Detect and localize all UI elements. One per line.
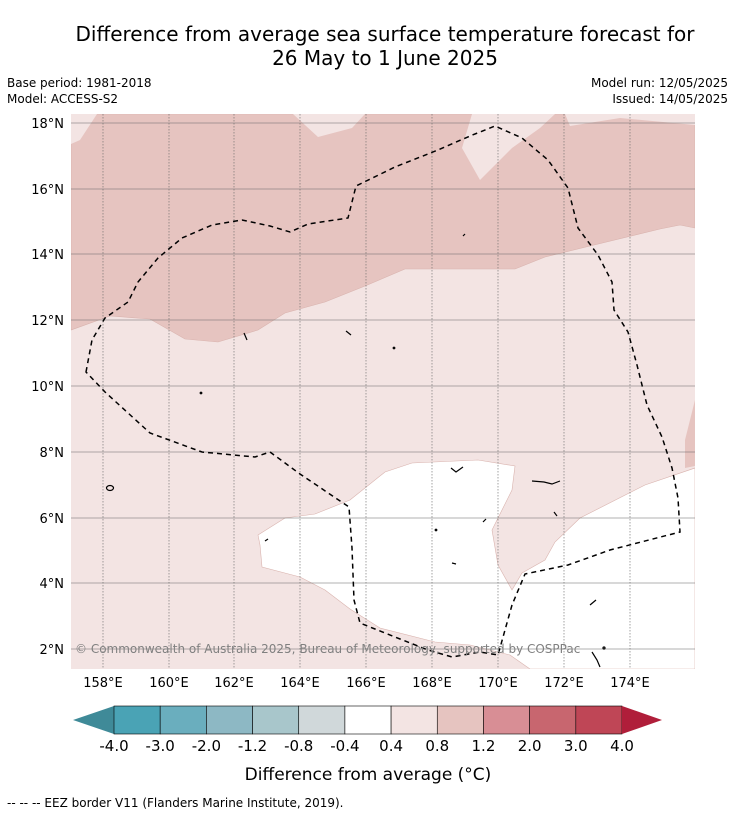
lat-label-12n: 12°N bbox=[31, 314, 64, 329]
islands bbox=[105, 233, 606, 668]
island-15 bbox=[434, 528, 438, 532]
lon-label-160e: 160°E bbox=[149, 676, 189, 691]
colorbar-tick-label: -4.0 bbox=[99, 737, 128, 755]
meta-right: Model run: 12/05/2025 Issued: 14/05/2025 bbox=[591, 75, 728, 107]
colorbar-extend-high bbox=[622, 706, 662, 734]
lon-label-168e: 168°E bbox=[412, 676, 452, 691]
island-5 bbox=[451, 562, 457, 565]
latitude-gridlines bbox=[71, 122, 695, 650]
lon-label-164e: 164°E bbox=[280, 676, 320, 691]
colorbar-segment bbox=[206, 705, 253, 735]
island-7 bbox=[482, 518, 487, 523]
colorbar-segment bbox=[252, 705, 300, 735]
island-8 bbox=[553, 511, 558, 517]
lon-label-162e: 162°E bbox=[214, 676, 254, 691]
issued-date: Issued: 14/05/2025 bbox=[612, 92, 728, 106]
base-period: Base period: 1981-2018 bbox=[7, 76, 152, 90]
anomaly-patch-east bbox=[685, 400, 695, 468]
lat-label-10n: 10°N bbox=[31, 380, 64, 395]
island-12 bbox=[602, 646, 606, 650]
map-plot-area bbox=[71, 114, 695, 669]
anomaly-patch-north-4 bbox=[565, 114, 695, 126]
lon-label-166e: 166°E bbox=[346, 676, 386, 691]
lon-label-158e: 158°E bbox=[83, 676, 123, 691]
model-name: Model: ACCESS-S2 bbox=[7, 92, 119, 106]
colorbar-tick-label: 0.4 bbox=[379, 737, 403, 755]
lat-label-8n: 8°N bbox=[40, 446, 65, 461]
colorbar-segment bbox=[344, 705, 392, 735]
map-title: Difference from average sea surface temp… bbox=[40, 22, 730, 70]
longitude-gridlines bbox=[102, 114, 631, 669]
colorbar-extend-low bbox=[73, 706, 114, 734]
model-run: Model run: 12/05/2025 bbox=[590, 76, 728, 90]
colorbar-tick-label: 0.8 bbox=[425, 737, 449, 755]
lon-label-170e: 170°E bbox=[478, 676, 518, 691]
latitude-labels: 18°N 16°N 14°N 12°N 10°N 8°N 6°N 4°N 2°N bbox=[31, 117, 64, 658]
lat-label-16n: 16°N bbox=[31, 183, 64, 198]
colorbar-segment bbox=[575, 705, 623, 735]
colorbar-label: Difference from average (°C) bbox=[245, 765, 492, 785]
colorbar-tick-label: -2.0 bbox=[192, 737, 221, 755]
colorbar-tick-label: 4.0 bbox=[610, 737, 634, 755]
colorbar-tick-label: 2.0 bbox=[518, 737, 542, 755]
meta-left: Base period: 1981-2018 Model: ACCESS-S2 bbox=[7, 75, 152, 107]
lat-label-6n: 6°N bbox=[40, 512, 65, 527]
island-13 bbox=[392, 346, 396, 350]
island-1 bbox=[264, 538, 269, 542]
colorbar-tick-label: 1.2 bbox=[472, 737, 496, 755]
island-9 bbox=[345, 330, 352, 336]
island-3 bbox=[589, 599, 597, 606]
colorbar-segments bbox=[113, 705, 623, 735]
colorbar-segment bbox=[436, 705, 484, 735]
anomaly-patch-north-2 bbox=[293, 114, 365, 137]
island-nauru bbox=[105, 484, 115, 492]
colorbar-segment bbox=[113, 705, 161, 735]
colorbar-tick-label: -0.8 bbox=[284, 737, 313, 755]
colorbar-tick-label: -0.4 bbox=[330, 737, 359, 755]
anomaly-patch-north-1 bbox=[71, 114, 97, 144]
longitude-labels: 158°E 160°E 162°E 164°E 166°E 168°E 170°… bbox=[83, 676, 650, 691]
lat-label-18n: 18°N bbox=[31, 117, 64, 132]
island-14 bbox=[199, 391, 203, 395]
island-11 bbox=[462, 233, 466, 237]
anomaly-band-near-normal bbox=[257, 459, 695, 669]
colorbar-segment bbox=[159, 705, 207, 735]
colorbar-segment bbox=[390, 705, 438, 735]
gridlines bbox=[71, 114, 695, 669]
colorbar-tick-label: 3.0 bbox=[564, 737, 588, 755]
colorbar-segment bbox=[529, 705, 577, 735]
eez-legend-note: -- -- -- EEZ border V11 (Flanders Marine… bbox=[7, 796, 344, 810]
lon-label-174e: 174°E bbox=[610, 676, 650, 691]
colorbar: -4.0 -3.0 -2.0 -1.2 -0.8 -0.4 0.4 0.8 1.2 2.0 3.0 4… bbox=[73, 705, 662, 785]
colorbar-tick-label: -1.2 bbox=[238, 737, 267, 755]
lat-label-14n: 14°N bbox=[31, 248, 64, 263]
colorbar-segment bbox=[298, 705, 346, 735]
anomaly-band-0.8-1.2 bbox=[71, 114, 695, 343]
lat-label-4n: 4°N bbox=[40, 577, 65, 592]
lon-label-172e: 172°E bbox=[544, 676, 584, 691]
copyright-text: © Commonwealth of Australia 2025, Bureau… bbox=[75, 642, 580, 656]
lat-label-2n: 2°N bbox=[40, 643, 65, 658]
colorbar-tick-label: -3.0 bbox=[146, 737, 175, 755]
title-line-1: Difference from average sea surface temp… bbox=[75, 22, 695, 46]
title-line-2: 26 May to 1 June 2025 bbox=[272, 46, 498, 70]
island-4 bbox=[591, 651, 601, 668]
eez-border bbox=[85, 125, 681, 658]
island-10 bbox=[243, 332, 248, 341]
island-6 bbox=[450, 466, 464, 473]
colorbar-tick-labels: -4.0 -3.0 -2.0 -1.2 -0.8 -0.4 0.4 0.8 1.2 2.0 3.0 4… bbox=[99, 737, 634, 755]
colorbar-segment bbox=[483, 705, 530, 735]
island-2 bbox=[531, 480, 561, 485]
